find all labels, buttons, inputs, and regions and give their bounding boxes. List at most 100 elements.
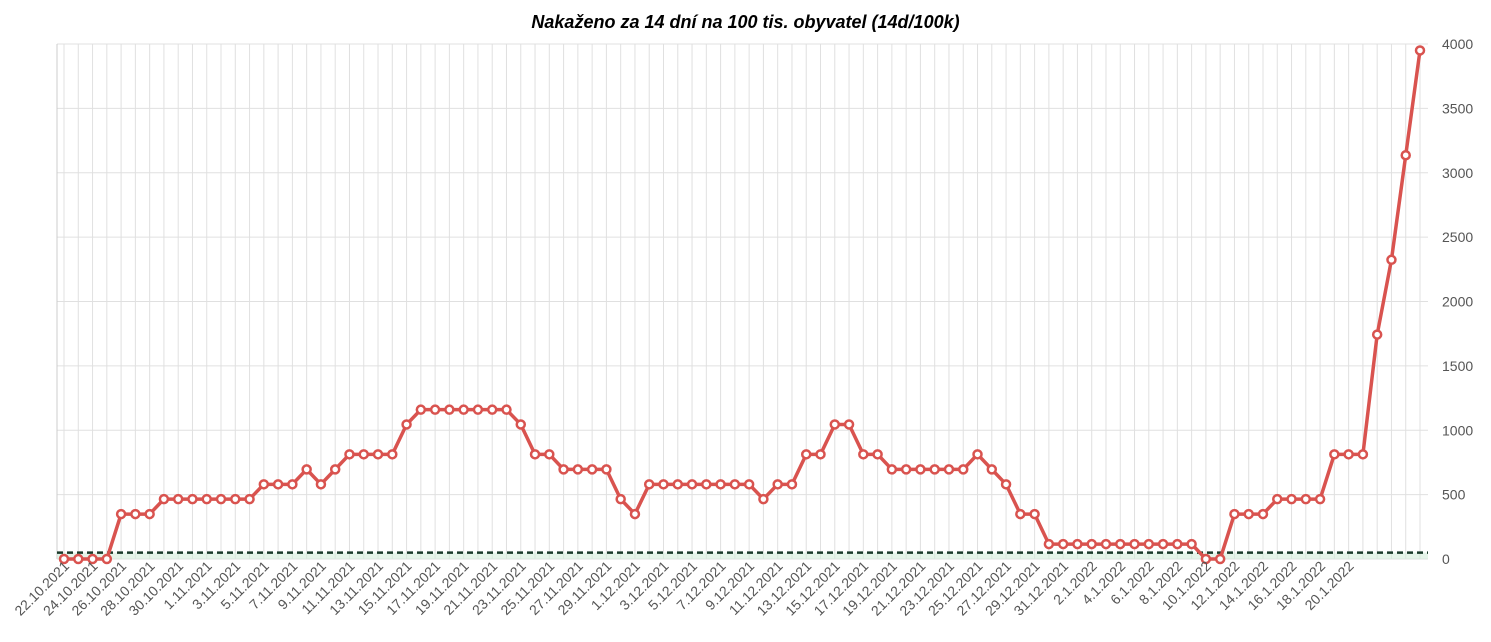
data-point[interactable] (829, 419, 841, 430)
data-point[interactable] (444, 404, 455, 415)
data-point[interactable] (1343, 449, 1354, 460)
data-point[interactable] (1172, 538, 1183, 550)
data-point[interactable] (572, 464, 584, 475)
data-point[interactable] (172, 493, 184, 505)
data-point[interactable] (1371, 329, 1383, 340)
data-point[interactable] (743, 479, 755, 490)
data-point[interactable] (701, 479, 712, 490)
series-layer (58, 45, 1426, 565)
data-point[interactable] (843, 419, 855, 430)
data-point[interactable] (1272, 493, 1283, 505)
data-point[interactable] (886, 464, 898, 475)
data-point[interactable] (1314, 493, 1326, 505)
data-point[interactable] (501, 404, 512, 415)
data-point[interactable] (1086, 538, 1097, 550)
data-point[interactable] (1115, 538, 1126, 550)
data-point[interactable] (1229, 508, 1240, 520)
data-point[interactable] (301, 464, 312, 475)
data-point[interactable] (358, 449, 369, 460)
data-point[interactable] (1186, 538, 1197, 550)
data-point[interactable] (515, 419, 527, 430)
data-point[interactable] (786, 479, 798, 490)
data-point[interactable] (1286, 493, 1297, 505)
data-point[interactable] (686, 479, 698, 490)
data-point[interactable] (672, 479, 684, 490)
data-point[interactable] (1200, 553, 1212, 565)
data-point[interactable] (1029, 508, 1040, 520)
data-point[interactable] (658, 479, 669, 490)
data-point[interactable] (772, 479, 783, 490)
data-point[interactable] (73, 553, 84, 565)
data-point[interactable] (815, 449, 826, 460)
data-point[interactable] (144, 508, 155, 520)
data-point[interactable] (315, 479, 327, 490)
data-point[interactable] (758, 493, 769, 505)
data-point[interactable] (872, 449, 883, 460)
chart-title: Nakaženo za 14 dní na 100 tis. obyvatel … (531, 12, 960, 32)
data-point[interactable] (643, 479, 655, 490)
data-point[interactable] (629, 508, 641, 520)
data-point[interactable] (372, 449, 384, 460)
data-point[interactable] (1072, 538, 1083, 550)
data-point[interactable] (601, 464, 612, 475)
data-point[interactable] (900, 464, 912, 475)
data-point[interactable] (230, 493, 241, 505)
data-point[interactable] (1329, 449, 1340, 460)
data-point[interactable] (1000, 479, 1012, 490)
data-point[interactable] (472, 404, 484, 415)
data-point[interactable] (87, 553, 98, 565)
data-point[interactable] (58, 553, 70, 565)
data-point[interactable] (244, 493, 255, 505)
data-point[interactable] (1057, 538, 1069, 550)
data-point[interactable] (615, 493, 626, 505)
data-point[interactable] (800, 449, 812, 460)
data-point[interactable] (429, 404, 441, 415)
data-point[interactable] (529, 449, 541, 460)
data-point[interactable] (258, 479, 270, 490)
data-point[interactable] (943, 464, 955, 475)
data-point[interactable] (957, 464, 969, 475)
data-point[interactable] (287, 479, 298, 490)
data-point[interactable] (1214, 553, 1226, 565)
data-point[interactable] (201, 493, 212, 505)
data-point[interactable] (1143, 538, 1155, 550)
data-point[interactable] (1300, 493, 1312, 505)
data-point[interactable] (729, 479, 741, 490)
data-point[interactable] (130, 508, 141, 520)
data-point[interactable] (1043, 538, 1055, 550)
data-point[interactable] (187, 493, 198, 505)
data-point[interactable] (586, 464, 598, 475)
data-point[interactable] (115, 508, 127, 520)
y-tick-label: 1000 (1442, 422, 1473, 438)
data-point[interactable] (1257, 508, 1269, 520)
data-point[interactable] (972, 449, 983, 460)
data-point[interactable] (344, 449, 355, 460)
data-point[interactable] (1400, 149, 1411, 161)
data-point[interactable] (215, 493, 227, 505)
data-point[interactable] (1100, 538, 1112, 550)
data-point[interactable] (387, 449, 398, 460)
data-point[interactable] (415, 404, 427, 415)
data-point[interactable] (329, 464, 341, 475)
data-point[interactable] (715, 479, 726, 490)
data-point[interactable] (1357, 449, 1369, 460)
data-point[interactable] (986, 464, 998, 475)
data-point[interactable] (101, 553, 113, 565)
data-point[interactable] (158, 493, 170, 505)
data-point[interactable] (1129, 538, 1140, 550)
data-point[interactable] (929, 464, 940, 475)
data-point[interactable] (1015, 508, 1026, 520)
data-point[interactable] (915, 464, 926, 475)
data-point[interactable] (1243, 508, 1254, 520)
data-point[interactable] (544, 449, 555, 460)
y-tick-label: 2000 (1442, 294, 1473, 310)
data-point[interactable] (1386, 254, 1397, 266)
data-point[interactable] (858, 449, 869, 460)
data-point[interactable] (1414, 45, 1426, 56)
data-point[interactable] (558, 464, 569, 475)
data-point[interactable] (458, 404, 469, 415)
data-point[interactable] (401, 419, 412, 430)
data-point[interactable] (272, 479, 284, 490)
data-point[interactable] (486, 404, 498, 415)
data-point[interactable] (1157, 538, 1169, 550)
